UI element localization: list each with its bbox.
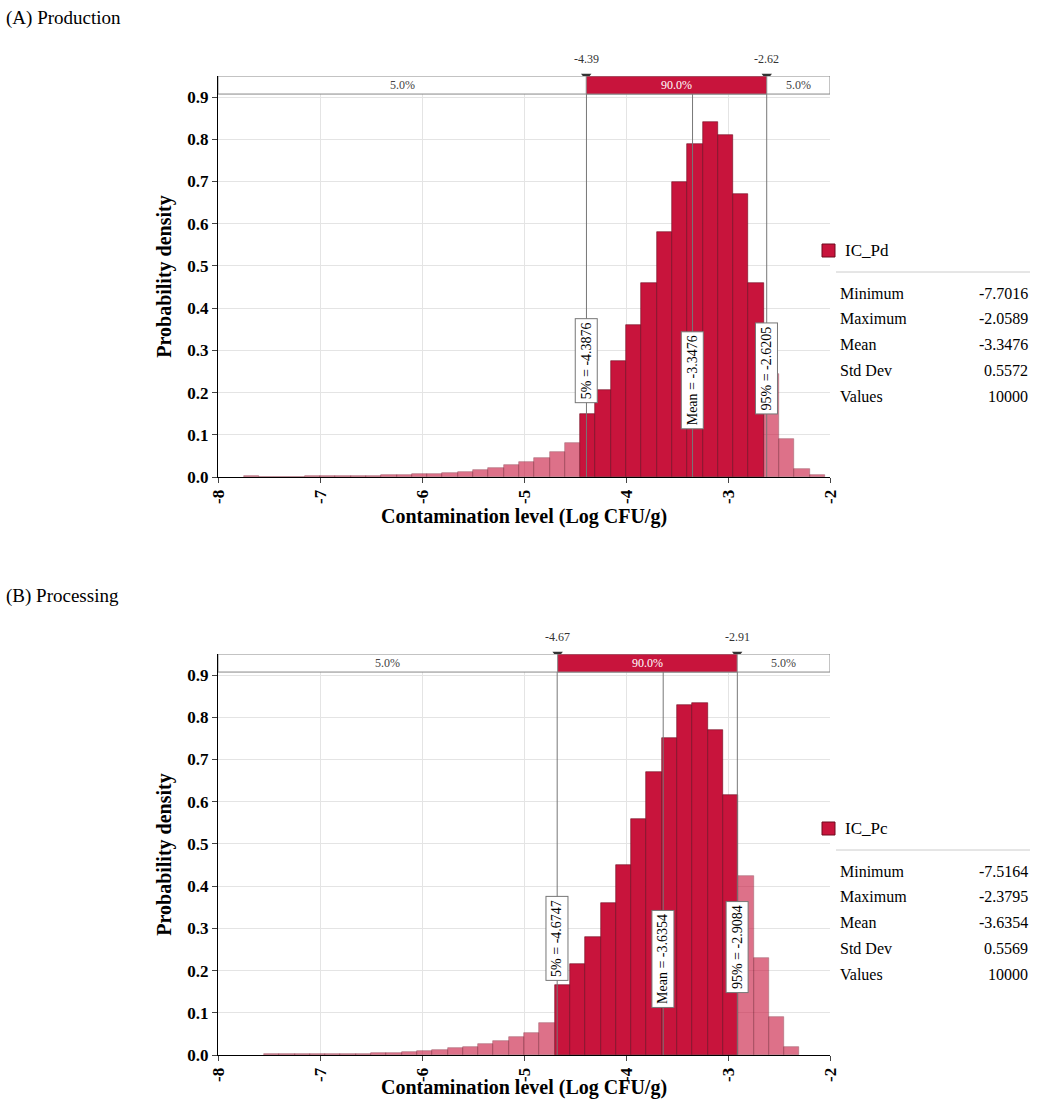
svg-text:0.7: 0.7 [187, 750, 209, 769]
svg-text:5% = -4.6747: 5% = -4.6747 [549, 900, 564, 977]
svg-text:0.6: 0.6 [187, 215, 208, 234]
svg-text:90.0%: 90.0% [632, 656, 663, 670]
svg-text:-4: -4 [617, 1067, 636, 1082]
svg-text:Std Dev: Std Dev [840, 362, 892, 379]
svg-text:Maximum: Maximum [840, 310, 907, 327]
svg-text:0.5572: 0.5572 [984, 362, 1028, 379]
svg-text:95% = -2.9084: 95% = -2.9084 [730, 905, 745, 989]
svg-text:90.0%: 90.0% [661, 78, 692, 92]
svg-text:-3.3476: -3.3476 [979, 336, 1028, 353]
svg-text:-2.0589: -2.0589 [979, 310, 1028, 327]
svg-text:Mean = -3.6354: Mean = -3.6354 [655, 914, 670, 1004]
svg-text:0.5: 0.5 [187, 257, 208, 276]
svg-text:0.5569: 0.5569 [984, 940, 1028, 957]
svg-text:-7.7016: -7.7016 [979, 285, 1028, 302]
svg-text:-3: -3 [719, 490, 738, 504]
svg-text:5.0%: 5.0% [786, 78, 811, 92]
svg-text:0.3: 0.3 [187, 919, 208, 938]
svg-text:Probability density: Probability density [153, 773, 176, 935]
svg-text:Std Dev: Std Dev [840, 940, 892, 957]
svg-text:0.2: 0.2 [187, 962, 208, 981]
svg-text:0.8: 0.8 [187, 708, 208, 727]
svg-text:-7: -7 [311, 489, 330, 504]
svg-text:5% = -4.3876: 5% = -4.3876 [579, 322, 594, 399]
svg-text:0.0: 0.0 [187, 1046, 208, 1065]
svg-text:-2.62: -2.62 [754, 52, 779, 66]
svg-text:-7: -7 [311, 1067, 330, 1082]
svg-text:-4: -4 [617, 489, 636, 504]
svg-text:0.3: 0.3 [187, 341, 208, 360]
svg-text:0.4: 0.4 [187, 299, 209, 318]
svg-text:5.0%: 5.0% [771, 656, 796, 670]
svg-text:Values: Values [840, 966, 883, 983]
svg-text:Contamination level (Log CFU/g: Contamination level (Log CFU/g) [381, 1076, 667, 1099]
svg-text:Contamination level (Log CFU/g: Contamination level (Log CFU/g) [381, 505, 667, 528]
svg-text:-2.91: -2.91 [725, 630, 750, 644]
svg-text:IC_Pc: IC_Pc [845, 819, 888, 838]
svg-text:0.6: 0.6 [187, 793, 208, 812]
svg-text:0.1: 0.1 [187, 1004, 208, 1023]
svg-text:Probability density: Probability density [153, 195, 176, 357]
svg-text:0.8: 0.8 [187, 130, 208, 149]
svg-text:-6: -6 [413, 1068, 432, 1082]
svg-text:-3.6354: -3.6354 [979, 914, 1028, 931]
svg-text:-6: -6 [413, 490, 432, 504]
svg-text:5.0%: 5.0% [375, 656, 400, 670]
svg-text:5.0%: 5.0% [390, 78, 415, 92]
svg-text:IC_Pd: IC_Pd [845, 241, 889, 260]
svg-text:-4.39: -4.39 [574, 52, 599, 66]
svg-text:0.4: 0.4 [187, 877, 209, 896]
svg-text:-8: -8 [209, 1068, 228, 1082]
svg-text:(B) Processing: (B) Processing [6, 585, 119, 607]
svg-text:-2: -2 [821, 1068, 840, 1082]
svg-text:10000: 10000 [988, 388, 1028, 405]
svg-text:Maximum: Maximum [840, 888, 907, 905]
svg-text:0.9: 0.9 [187, 666, 208, 685]
svg-text:(A) Production: (A) Production [6, 7, 121, 29]
svg-text:-2.3795: -2.3795 [979, 888, 1028, 905]
svg-text:0.9: 0.9 [187, 88, 208, 107]
svg-text:-5: -5 [515, 490, 534, 504]
svg-text:Minimum: Minimum [840, 285, 905, 302]
svg-text:0.7: 0.7 [187, 172, 209, 191]
svg-text:Mean: Mean [840, 336, 876, 353]
svg-text:0.2: 0.2 [187, 384, 208, 403]
svg-text:-3: -3 [719, 1068, 738, 1082]
svg-text:0.5: 0.5 [187, 835, 208, 854]
svg-text:Values: Values [840, 388, 883, 405]
svg-text:95% = -2.6205: 95% = -2.6205 [759, 327, 774, 411]
svg-text:Minimum: Minimum [840, 863, 905, 880]
svg-text:Mean: Mean [840, 914, 876, 931]
svg-text:-4.67: -4.67 [545, 630, 570, 644]
svg-text:0.1: 0.1 [187, 426, 208, 445]
svg-text:10000: 10000 [988, 966, 1028, 983]
svg-text:-2: -2 [821, 490, 840, 504]
svg-text:-7.5164: -7.5164 [979, 863, 1028, 880]
svg-text:0.0: 0.0 [187, 468, 208, 487]
svg-text:-8: -8 [209, 490, 228, 504]
svg-text:Mean = -3.3476: Mean = -3.3476 [685, 335, 700, 425]
svg-text:-5: -5 [515, 1068, 534, 1082]
